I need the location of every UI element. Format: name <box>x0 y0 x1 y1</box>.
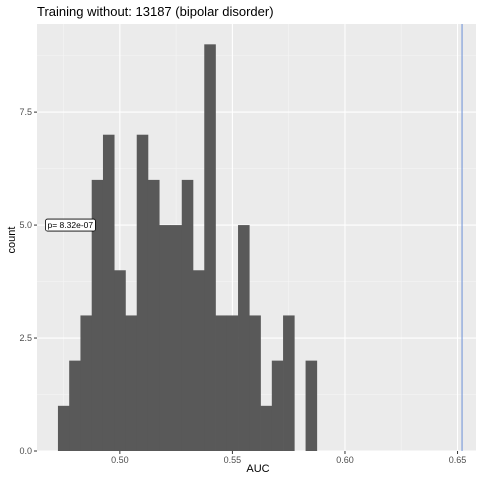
histogram-bar <box>283 315 295 451</box>
x-tick-label: 0.65 <box>449 455 467 465</box>
histogram-bar <box>271 360 284 451</box>
annotation-label: p= 8.32e-07 <box>48 220 94 230</box>
histogram-bar <box>69 360 81 451</box>
histogram-bar <box>238 225 250 451</box>
annotation-box <box>45 218 96 232</box>
histogram-bar <box>136 134 149 451</box>
y-axis-title: count <box>6 227 18 254</box>
histogram-bar <box>193 270 205 451</box>
y-tick-label: 5.0 <box>19 220 32 230</box>
x-axis-ticks: 0.50 0.55 0.60 0.65 <box>111 451 466 465</box>
histogram-bar <box>249 315 261 451</box>
histogram-bars <box>57 44 318 451</box>
histogram-bar <box>102 134 115 451</box>
histogram-bar <box>91 179 104 451</box>
y-tick-label: 7.5 <box>19 107 32 117</box>
histogram-bar <box>170 225 183 451</box>
y-tick-label: 2.5 <box>19 333 32 343</box>
histogram-bar <box>215 315 228 451</box>
histogram-bar <box>305 360 318 451</box>
histogram-bar <box>125 315 138 451</box>
y-tick-label: 0.0 <box>19 446 32 456</box>
histogram-bar <box>159 225 171 451</box>
histogram-bar <box>260 405 273 451</box>
histogram-bar <box>57 405 70 451</box>
p-value-annotation: p= 8.32e-07 <box>45 218 96 232</box>
y-axis-ticks: 0.0 2.5 5.0 7.5 <box>19 107 37 456</box>
histogram-bar <box>226 315 239 451</box>
x-tick-label: 0.50 <box>111 455 129 465</box>
histogram-bar <box>204 44 216 451</box>
histogram-bar <box>147 179 160 451</box>
x-axis-title: AUC <box>246 463 269 475</box>
histogram-bar <box>181 179 194 451</box>
histogram-bar <box>114 270 126 451</box>
x-tick-label: 0.60 <box>336 455 354 465</box>
histogram-bar <box>80 315 93 451</box>
x-tick-label: 0.55 <box>224 455 242 465</box>
chart-title: Training without: 13187 (bipolar disorde… <box>37 4 274 19</box>
